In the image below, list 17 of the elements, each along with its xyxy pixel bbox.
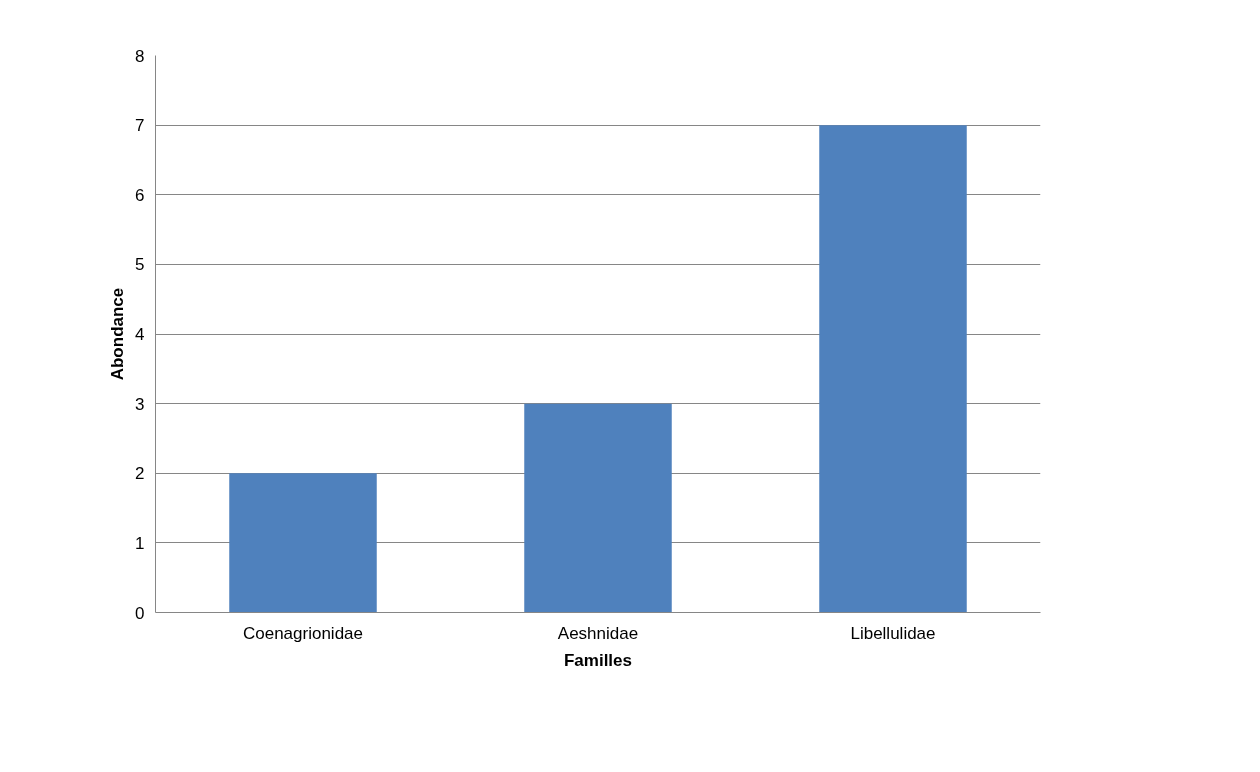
y-tick-label: 3 xyxy=(135,394,145,414)
y-tick-label: 8 xyxy=(135,46,145,66)
x-tick-label: Coenagrionidae xyxy=(242,623,364,643)
bar xyxy=(229,473,377,613)
y-tick-label: 6 xyxy=(135,185,145,205)
x-tick-label: Aeshnidae xyxy=(557,623,639,643)
bar xyxy=(524,403,672,613)
y-tick-label: 5 xyxy=(135,255,145,275)
y-tick-label: 2 xyxy=(135,464,145,484)
y-axis-title: Abondance xyxy=(108,287,128,381)
y-tick-label: 0 xyxy=(135,603,145,623)
y-tick-label: 1 xyxy=(135,533,145,553)
x-tick-label: Libellulidae xyxy=(850,623,936,643)
y-tick-label: 7 xyxy=(135,116,145,136)
x-axis-title: Familles xyxy=(563,650,633,670)
y-tick-label: 4 xyxy=(135,325,145,344)
bar xyxy=(819,125,967,613)
